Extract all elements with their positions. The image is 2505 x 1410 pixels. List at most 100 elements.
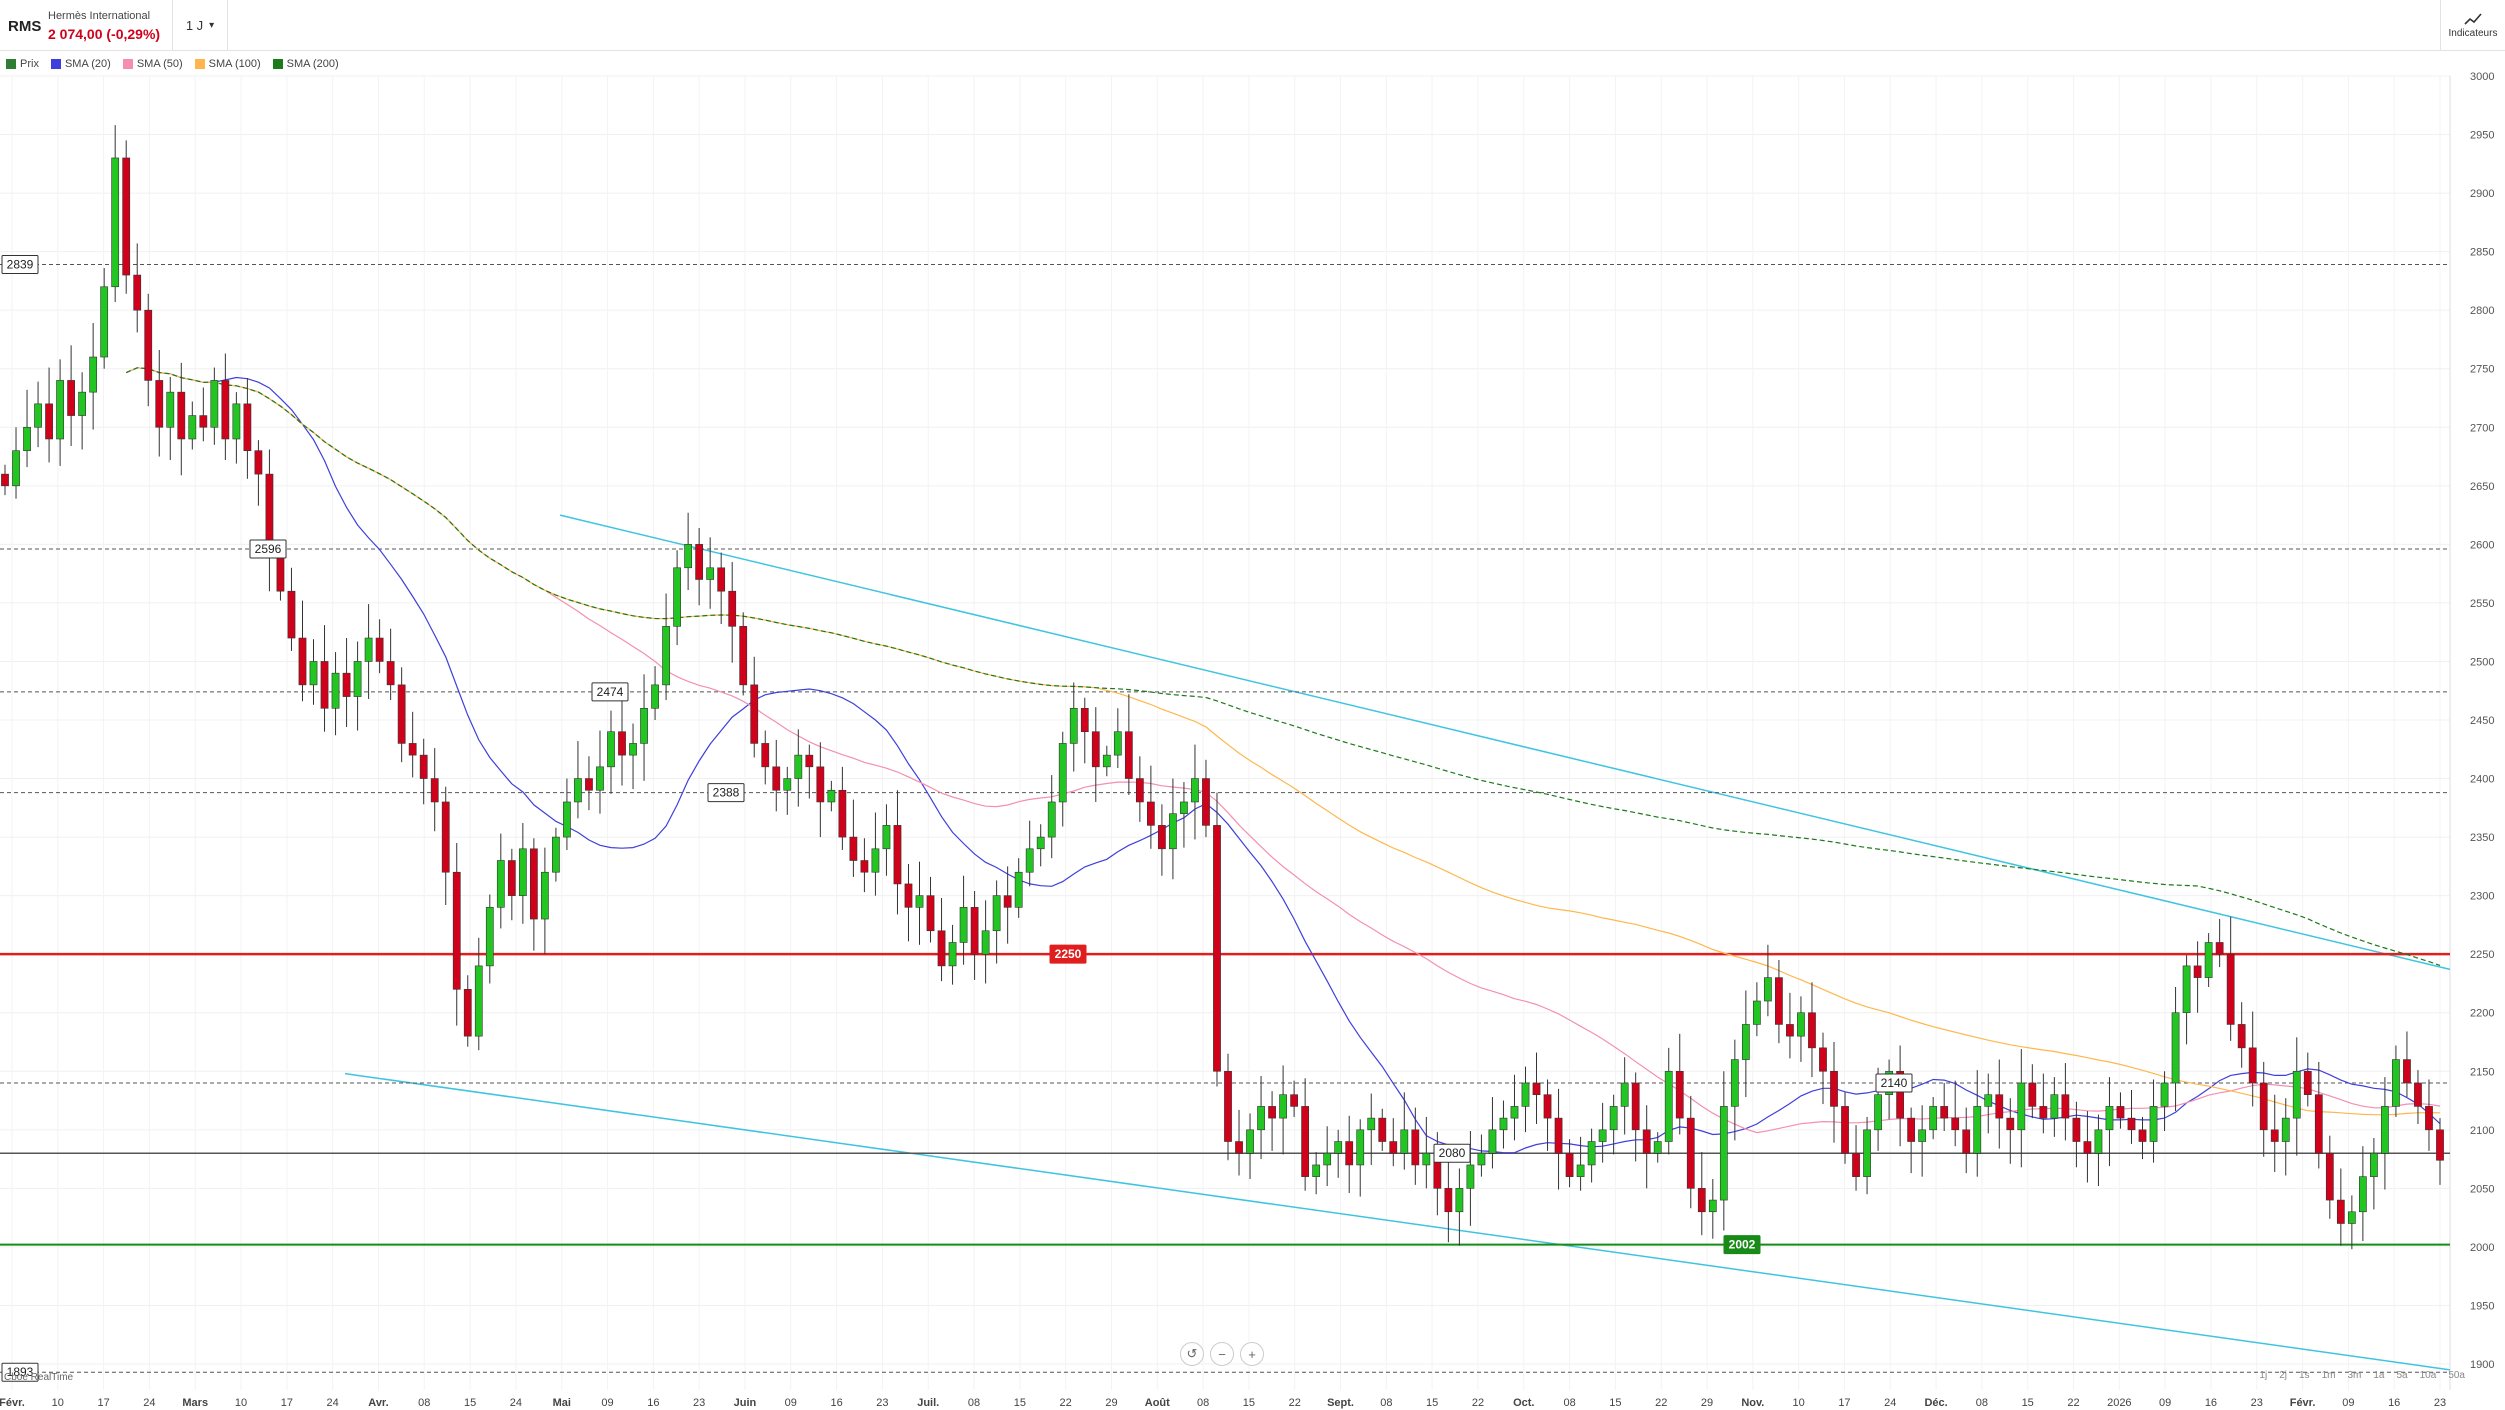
candle-down — [441, 801, 450, 873]
x-tick-label: Août — [1145, 1397, 1170, 1409]
period-option[interactable]: 50a — [2448, 1370, 2465, 1381]
candle-down — [1202, 778, 1210, 826]
candle-up — [2292, 1070, 2301, 1119]
candle-up — [2017, 1082, 2026, 1131]
price-level-tag — [1049, 944, 1087, 964]
y-tick-label: 3000 — [2470, 71, 2494, 83]
x-tick-label: 15 — [1014, 1397, 1026, 1409]
x-tick-label: 16 — [2205, 1397, 2217, 1409]
candle-down — [2303, 1070, 2312, 1095]
candle-up — [959, 907, 968, 943]
x-tick-label: 16 — [830, 1397, 842, 1409]
indicators-button[interactable]: Indicateurs — [2440, 0, 2505, 50]
toolbar: RMS Hermès International 2 074,00 (-0,29… — [0, 0, 2505, 51]
y-tick-label: 2100 — [2470, 1125, 2494, 1137]
candle-down — [1951, 1117, 1960, 1131]
zoom-in-button[interactable]: + — [1240, 1342, 1264, 1366]
candle-down — [276, 555, 285, 592]
y-tick-label: 1950 — [2470, 1300, 2494, 1312]
period-option[interactable]: 5a — [2396, 1370, 2408, 1381]
candle-up — [331, 672, 340, 709]
period-option[interactable]: 1s — [2299, 1370, 2310, 1381]
candle-down — [2259, 1082, 2268, 1131]
candle-down — [585, 778, 593, 791]
candle-down — [926, 895, 935, 932]
legend-item[interactable]: SMA (100) — [194, 58, 261, 70]
x-tick-label: Sept. — [1327, 1397, 1354, 1409]
candle-down — [1642, 1129, 1651, 1154]
candle-up — [364, 637, 373, 662]
candle-up — [1257, 1106, 1265, 1131]
y-tick-label: 2350 — [2470, 832, 2494, 844]
candle-down — [893, 825, 902, 885]
reset-zoom-button[interactable]: ↺ — [1180, 1342, 1204, 1366]
candle-down — [2116, 1106, 2125, 1119]
price-level-label: 2080 — [1439, 1146, 1466, 1160]
candle-down — [122, 157, 131, 276]
candle-down — [2028, 1082, 2037, 1107]
company-name: Hermès International — [48, 10, 151, 22]
candle-down — [1213, 825, 1221, 1072]
candle-down — [1819, 1047, 1827, 1072]
candle-up — [1764, 977, 1772, 1002]
candle-up — [1587, 1141, 1596, 1166]
legend-item[interactable]: Prix — [6, 58, 39, 70]
candle-down — [2403, 1059, 2411, 1084]
candle-down — [177, 391, 186, 440]
period-option[interactable]: 3m — [2347, 1370, 2362, 1381]
zoom-out-button[interactable]: − — [1210, 1342, 1234, 1366]
candle-up — [541, 871, 549, 920]
legend-item[interactable]: SMA (20) — [50, 58, 111, 70]
candle-down — [1808, 1012, 1816, 1049]
candle-up — [111, 157, 120, 288]
candle-down — [320, 661, 329, 709]
legend-item[interactable]: SMA (50) — [122, 58, 183, 70]
legend-label: SMA (200) — [286, 58, 339, 70]
x-tick-label: 22 — [2067, 1397, 2079, 1409]
candle-up — [662, 626, 670, 686]
x-tick-label: 23 — [876, 1397, 888, 1409]
x-tick-label: 15 — [2022, 1397, 2034, 1409]
price-level-tag — [1723, 1235, 1761, 1255]
price-level-label: 2839 — [7, 258, 34, 272]
candle-up — [1973, 1106, 1982, 1154]
candle-down — [717, 567, 726, 592]
period-option[interactable]: 10a — [2419, 1370, 2437, 1381]
candle-down — [1389, 1141, 1398, 1154]
candle-up — [2171, 1012, 2180, 1084]
chevron-down-icon: ▾ — [209, 19, 215, 31]
period-option[interactable]: 1a — [2373, 1370, 2385, 1381]
period-option[interactable]: 1j — [2259, 1370, 2268, 1381]
period-option[interactable]: 2j — [2279, 1370, 2287, 1381]
y-tick-label: 2950 — [2470, 130, 2494, 142]
legend-item[interactable]: SMA (200) — [272, 58, 339, 70]
candle-down — [1301, 1106, 1310, 1177]
candle-down — [1003, 895, 1012, 908]
x-tick-label: 08 — [1976, 1397, 1988, 1409]
candle-up — [353, 661, 362, 697]
legend: Prix SMA (20) SMA (50) SMA (100) SMA (200) — [6, 58, 339, 70]
candle-up — [915, 895, 924, 908]
candle-down — [133, 274, 142, 311]
candle-up — [100, 286, 109, 358]
x-tick-label: 08 — [968, 1397, 980, 1409]
sma-200-line — [125, 367, 2441, 966]
x-tick-label: 09 — [785, 1397, 797, 1409]
candle-up — [1334, 1141, 1343, 1154]
price-chart[interactable]: 1900195020002050210021502200225023002350… — [0, 50, 2505, 1410]
candle-down — [1158, 825, 1166, 850]
candle-up — [827, 789, 836, 803]
period-option[interactable]: 1m — [2321, 1370, 2336, 1381]
candle-down — [1675, 1070, 1684, 1119]
price-level-label: 1893 — [7, 1365, 34, 1379]
candle-up — [166, 391, 175, 428]
timeframe-dropdown[interactable]: 1 J ▾ — [172, 0, 228, 50]
candle-down — [1, 473, 9, 487]
y-tick-label: 2700 — [2470, 422, 2494, 434]
candle-up — [1499, 1117, 1508, 1131]
candle-up — [1984, 1094, 1993, 1107]
candle-up — [1929, 1106, 1938, 1131]
candle-up — [309, 661, 318, 686]
y-tick-label: 2400 — [2470, 774, 2494, 786]
candle-up — [706, 567, 715, 580]
